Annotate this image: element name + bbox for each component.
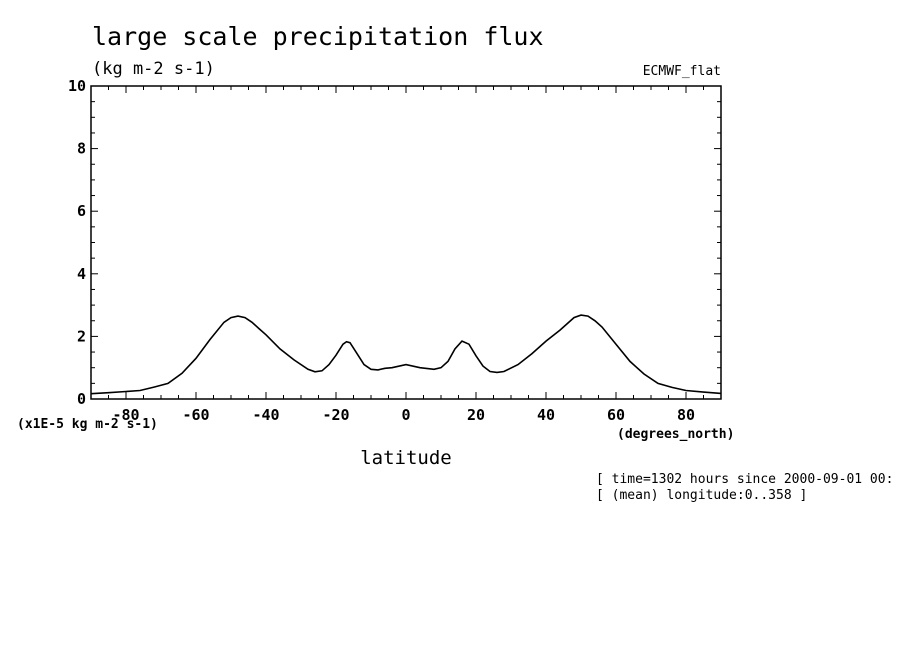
info-line-time: [ time=1302 hours since 2000-09-01 00:	[596, 472, 893, 487]
x-tick-label: 80	[677, 406, 695, 424]
y-tick-label: 4	[77, 265, 86, 283]
x-tick-label: 20	[467, 406, 485, 424]
tick-marks	[90, 85, 722, 400]
y-tick-labels: 0 2 4 6 8 10	[68, 77, 86, 408]
x-tick-label: 40	[537, 406, 555, 424]
y-tick-label: 6	[77, 202, 86, 220]
y-tick-label: 10	[68, 77, 86, 95]
x-tick-labels: -80 -60 -40 -20 0 20 40 60 80	[112, 406, 695, 424]
x-units-label: (degrees_north)	[617, 427, 734, 442]
y-tick-label: 2	[77, 327, 86, 345]
x-tick-label: -40	[252, 406, 279, 424]
x-tick-label: -80	[112, 406, 139, 424]
y-tick-label: 0	[77, 390, 86, 408]
chart-units: (kg m-2 s-1)	[92, 59, 215, 79]
x-tick-label: -20	[322, 406, 349, 424]
plot-frame	[90, 85, 722, 400]
x-tick-label: -60	[182, 406, 209, 424]
chart-title: large scale precipitation flux	[92, 22, 544, 51]
y-scale-label: (x1E-5 kg m-2 s-1)	[17, 417, 158, 432]
x-tick-label: 60	[607, 406, 625, 424]
x-axis-title: latitude	[360, 447, 452, 469]
info-line-longitude: [ (mean) longitude:0..358 ]	[596, 488, 807, 503]
precipitation-line	[90, 314, 722, 395]
y-tick-label: 8	[77, 140, 86, 158]
dataset-label: ECMWF_flat	[643, 64, 721, 79]
x-tick-label: 0	[401, 406, 410, 424]
